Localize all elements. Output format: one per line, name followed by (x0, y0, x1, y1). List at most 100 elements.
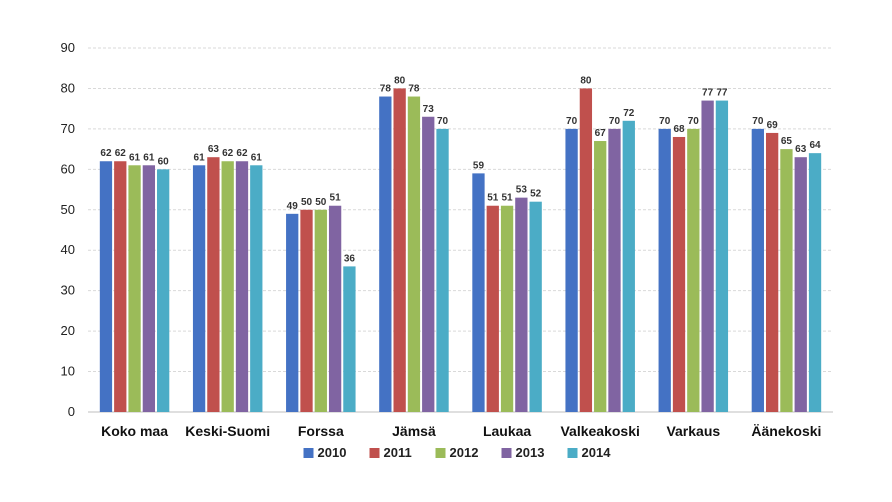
data-label: 69 (767, 120, 779, 131)
bar-2012-5 (594, 141, 607, 412)
legend-swatch (303, 448, 314, 458)
data-label: 65 (781, 136, 793, 147)
category-label: Koko maa (101, 423, 168, 439)
data-label: 70 (659, 116, 671, 127)
bar-2011-2 (300, 209, 313, 412)
legend-swatch (501, 448, 512, 458)
data-label: 62 (236, 148, 248, 159)
y-tick-label: 70 (61, 121, 75, 136)
data-label: 80 (580, 75, 592, 86)
category-label: Forssa (298, 423, 344, 439)
legend-label: 2010 (318, 445, 347, 460)
y-axis: 0 10 20 30 40 50 60 70 80 90 (61, 40, 75, 419)
y-tick-label: 40 (61, 242, 75, 257)
data-label: 78 (408, 84, 420, 95)
data-label: 51 (330, 193, 342, 204)
bar-2011-7 (765, 132, 779, 412)
y-tick-label: 10 (61, 364, 75, 379)
data-label: 70 (437, 116, 449, 127)
data-label: 59 (473, 160, 485, 171)
bar-2012-2 (314, 209, 327, 412)
bar-2012-4 (500, 205, 514, 412)
category-label: Keski-Suomi (185, 423, 270, 439)
bar-2012-7 (780, 149, 793, 412)
bar-2013-1 (235, 161, 249, 412)
data-label: 70 (752, 116, 764, 127)
bar-2010-1 (192, 165, 206, 412)
bar-2012-1 (221, 161, 234, 412)
data-label: 64 (809, 140, 821, 151)
bar-2010-5 (565, 128, 578, 412)
legend-label: 2013 (516, 445, 545, 460)
bar-2014-5 (622, 120, 635, 413)
bar-2010-4 (472, 173, 485, 412)
y-tick-label: 80 (61, 80, 75, 95)
category-label: Valkeakoski (560, 423, 639, 439)
data-label: 72 (623, 108, 635, 119)
data-label: 60 (158, 156, 170, 167)
data-label: 62 (222, 148, 234, 159)
bar-2011-5 (579, 88, 593, 412)
data-label: 52 (530, 189, 542, 200)
bar-2011-3 (393, 88, 406, 412)
bar-2014-7 (808, 153, 822, 412)
bar-2014-6 (715, 100, 729, 413)
data-label: 61 (143, 152, 155, 163)
data-label: 61 (129, 152, 141, 163)
bar-2013-4 (515, 197, 528, 412)
bar-2010-6 (658, 128, 671, 412)
bar-2014-3 (436, 128, 449, 412)
category-label: Laukaa (483, 423, 531, 439)
bar-2012-6 (687, 128, 700, 412)
bar-2013-5 (608, 128, 621, 412)
legend-label: 2012 (450, 445, 479, 460)
y-tick-label: 50 (61, 202, 75, 217)
bar-2010-2 (286, 213, 299, 412)
bar-2010-7 (751, 128, 764, 412)
x-axis-labels: Koko maa Keski-Suomi Forssa Jämsä Laukaa Valk… (101, 423, 821, 439)
data-label: 62 (115, 148, 127, 159)
data-label: 70 (688, 116, 700, 127)
data-label: 78 (380, 84, 392, 95)
bar-2014-4 (529, 201, 542, 412)
y-tick-label: 20 (61, 323, 75, 338)
legend-label: 2014 (582, 445, 612, 460)
y-tick-label: 60 (61, 161, 75, 176)
category-label: Varkaus (666, 423, 720, 439)
legend-swatch (567, 448, 578, 458)
bars (99, 88, 822, 413)
bar-2010-3 (379, 96, 392, 413)
bar-2013-3 (422, 116, 435, 412)
y-tick-label: 0 (68, 404, 75, 419)
data-label: 80 (394, 75, 406, 86)
bar-2012-3 (407, 96, 421, 413)
bar-2013-7 (794, 157, 807, 412)
bar-2011-4 (486, 205, 499, 412)
y-tick-label: 90 (61, 40, 75, 55)
bar-2010-0 (99, 161, 113, 412)
bar-2011-1 (207, 157, 220, 412)
category-label: Äänekoski (751, 423, 821, 439)
data-label: 77 (702, 88, 714, 99)
y-tick-label: 30 (61, 283, 75, 298)
legend-swatch (435, 448, 446, 458)
bar-2012-0 (128, 165, 141, 412)
data-label: 61 (194, 152, 206, 163)
category-label: Jämsä (392, 423, 436, 439)
data-label: 63 (795, 144, 807, 155)
data-label: 63 (208, 144, 220, 155)
data-label: 68 (673, 124, 685, 135)
legend-label: 2011 (384, 445, 412, 460)
bar-2011-6 (672, 136, 686, 412)
bar-2014-2 (343, 266, 356, 412)
data-label: 77 (716, 88, 728, 99)
legend-swatch (369, 448, 380, 458)
data-label: 51 (487, 193, 499, 204)
data-label: 49 (287, 201, 299, 212)
data-label: 53 (516, 185, 528, 196)
data-label: 61 (251, 152, 263, 163)
bar-2011-0 (114, 161, 127, 412)
data-label: 67 (595, 128, 607, 139)
